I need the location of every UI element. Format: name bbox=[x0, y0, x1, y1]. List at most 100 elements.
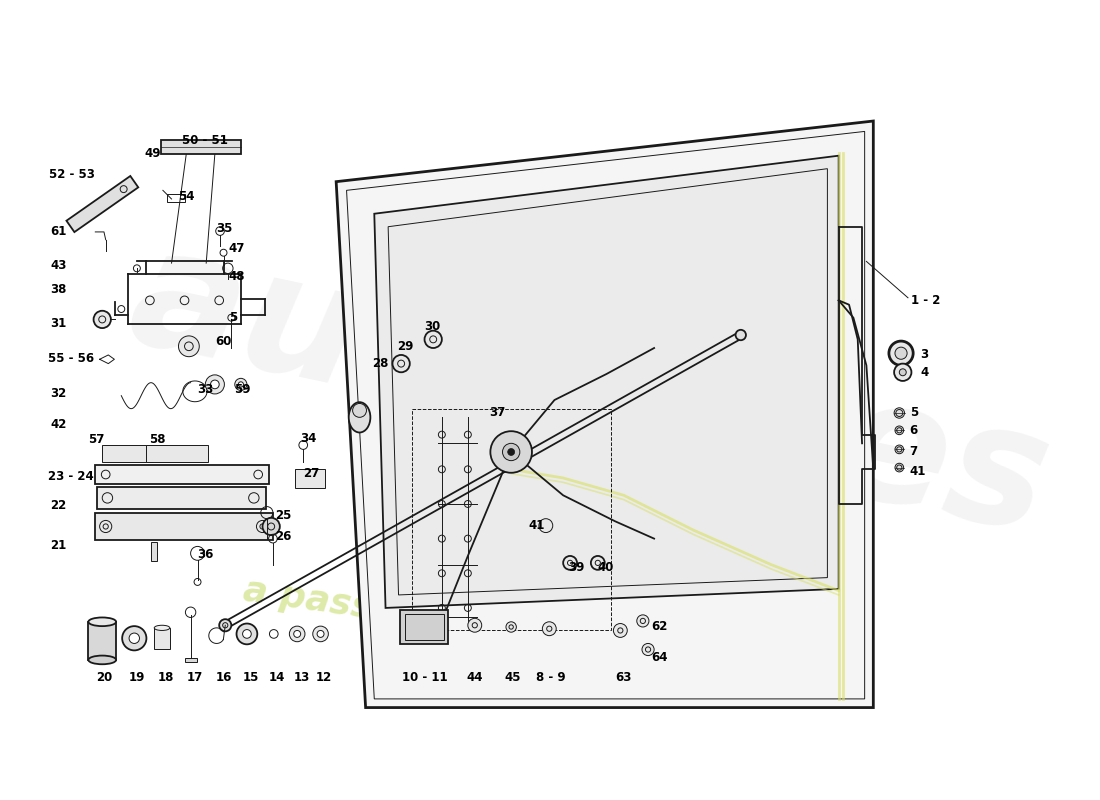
Text: 36: 36 bbox=[198, 548, 213, 561]
Bar bbox=[295, 470, 324, 488]
Text: 27: 27 bbox=[304, 467, 319, 480]
Text: 26: 26 bbox=[275, 530, 292, 543]
Text: 10 - 11: 10 - 11 bbox=[402, 670, 448, 684]
Circle shape bbox=[353, 403, 366, 418]
Text: 35: 35 bbox=[217, 222, 233, 235]
Circle shape bbox=[542, 622, 557, 636]
Text: 21: 21 bbox=[51, 539, 66, 552]
Text: 50 - 51: 50 - 51 bbox=[182, 134, 228, 146]
Circle shape bbox=[94, 310, 111, 328]
Bar bbox=[97, 486, 266, 509]
Circle shape bbox=[591, 556, 605, 570]
Circle shape bbox=[539, 518, 553, 533]
Circle shape bbox=[642, 643, 654, 655]
Text: 57: 57 bbox=[88, 434, 104, 446]
Text: 52 - 53: 52 - 53 bbox=[48, 168, 95, 182]
Bar bbox=[405, 614, 443, 640]
Circle shape bbox=[637, 615, 649, 627]
Text: 34: 34 bbox=[300, 433, 316, 446]
Bar bbox=[167, 194, 185, 202]
Circle shape bbox=[219, 619, 231, 631]
Text: 13: 13 bbox=[294, 670, 309, 684]
Text: autoroces: autoroces bbox=[116, 214, 1063, 568]
Text: 15: 15 bbox=[243, 670, 260, 684]
Circle shape bbox=[239, 382, 243, 387]
Text: 42: 42 bbox=[51, 418, 67, 430]
Circle shape bbox=[210, 380, 219, 389]
Text: 48: 48 bbox=[229, 270, 245, 283]
Bar bbox=[96, 513, 273, 540]
Circle shape bbox=[895, 426, 903, 434]
Bar bbox=[88, 622, 117, 660]
Polygon shape bbox=[66, 176, 139, 232]
Bar bbox=[102, 445, 153, 462]
Text: 61: 61 bbox=[51, 225, 67, 238]
Text: 54: 54 bbox=[178, 190, 195, 203]
Bar bbox=[154, 628, 169, 649]
Text: 14: 14 bbox=[270, 670, 285, 684]
Circle shape bbox=[894, 364, 912, 381]
Bar bbox=[145, 445, 208, 462]
Text: 28: 28 bbox=[373, 357, 389, 370]
Text: 64: 64 bbox=[651, 651, 668, 664]
Text: 58: 58 bbox=[148, 434, 165, 446]
Text: 37: 37 bbox=[490, 406, 506, 419]
Circle shape bbox=[503, 443, 520, 461]
Text: 41: 41 bbox=[528, 519, 544, 532]
Polygon shape bbox=[374, 156, 838, 608]
Text: 5: 5 bbox=[910, 406, 918, 419]
Text: 44: 44 bbox=[466, 670, 483, 684]
Circle shape bbox=[263, 518, 279, 535]
Text: 3: 3 bbox=[920, 349, 928, 362]
Circle shape bbox=[563, 556, 578, 570]
Bar bbox=[96, 465, 268, 484]
Ellipse shape bbox=[88, 618, 117, 626]
Text: 40: 40 bbox=[597, 561, 614, 574]
Text: 60: 60 bbox=[214, 335, 231, 349]
Circle shape bbox=[129, 633, 140, 643]
Circle shape bbox=[425, 330, 442, 348]
Text: 25: 25 bbox=[275, 509, 292, 522]
Text: 23 - 24: 23 - 24 bbox=[47, 470, 94, 482]
Bar bbox=[185, 658, 197, 662]
Text: 41: 41 bbox=[910, 465, 926, 478]
Circle shape bbox=[243, 630, 251, 638]
Text: 20: 20 bbox=[96, 670, 112, 684]
Text: 59: 59 bbox=[234, 383, 251, 396]
Circle shape bbox=[895, 347, 908, 359]
Bar bbox=[151, 542, 157, 561]
Text: 18: 18 bbox=[158, 670, 175, 684]
Circle shape bbox=[393, 355, 410, 372]
Text: 17: 17 bbox=[187, 670, 204, 684]
Bar bbox=[411, 409, 610, 630]
Text: 49: 49 bbox=[145, 146, 162, 159]
Text: 31: 31 bbox=[51, 318, 66, 330]
Circle shape bbox=[889, 341, 913, 366]
Ellipse shape bbox=[349, 402, 371, 433]
Circle shape bbox=[236, 623, 257, 644]
Text: 1 - 2: 1 - 2 bbox=[912, 294, 940, 307]
Circle shape bbox=[178, 336, 199, 357]
Circle shape bbox=[895, 463, 903, 472]
Text: a passion for parts: a passion for parts bbox=[241, 573, 626, 660]
Bar bbox=[400, 610, 448, 644]
Text: 43: 43 bbox=[51, 259, 67, 272]
Text: 30: 30 bbox=[425, 320, 441, 333]
Text: 16: 16 bbox=[216, 670, 232, 684]
Text: 8 - 9: 8 - 9 bbox=[536, 670, 565, 684]
Ellipse shape bbox=[154, 626, 169, 630]
Circle shape bbox=[234, 378, 246, 390]
Text: 47: 47 bbox=[229, 242, 245, 255]
Text: 5: 5 bbox=[229, 311, 236, 324]
Circle shape bbox=[894, 408, 904, 418]
Text: 39: 39 bbox=[569, 561, 585, 574]
Circle shape bbox=[294, 630, 300, 638]
Circle shape bbox=[491, 431, 532, 473]
Text: 19: 19 bbox=[129, 670, 145, 684]
Bar bbox=[161, 140, 241, 154]
Circle shape bbox=[614, 623, 627, 638]
Circle shape bbox=[206, 375, 224, 394]
Circle shape bbox=[736, 330, 746, 340]
Text: 7: 7 bbox=[910, 446, 917, 458]
Text: 22: 22 bbox=[51, 499, 66, 512]
